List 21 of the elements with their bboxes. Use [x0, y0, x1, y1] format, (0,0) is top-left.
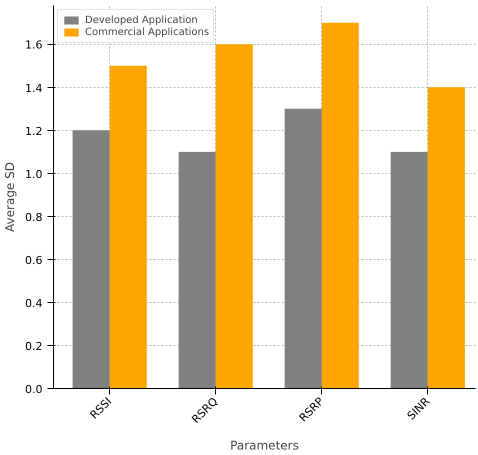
- bar: [216, 44, 253, 388]
- y-tick-label: 1.6: [25, 38, 43, 52]
- bar: [390, 152, 428, 388]
- y-tick-label: 1.4: [25, 82, 43, 95]
- bar: [428, 87, 465, 388]
- y-tick-label: 0.2: [25, 340, 43, 353]
- legend-label: Developed Application: [85, 14, 198, 26]
- y-tick-label: 0.6: [25, 254, 43, 267]
- bar: [284, 108, 322, 388]
- bar: [72, 130, 110, 388]
- y-tick-label: 0.0: [25, 383, 43, 396]
- y-axis-title: Average SD: [3, 162, 18, 232]
- x-axis-title: Parameters: [230, 438, 299, 453]
- y-tick-label: 1.0: [25, 168, 43, 181]
- bar: [110, 66, 147, 388]
- legend-label: Commercial Applications: [85, 26, 210, 38]
- bar: [178, 152, 216, 388]
- bar: [322, 22, 359, 388]
- y-tick-label: 0.8: [25, 210, 43, 224]
- y-tick-label: 0.4: [25, 296, 43, 310]
- y-tick-label: 1.2: [25, 124, 43, 138]
